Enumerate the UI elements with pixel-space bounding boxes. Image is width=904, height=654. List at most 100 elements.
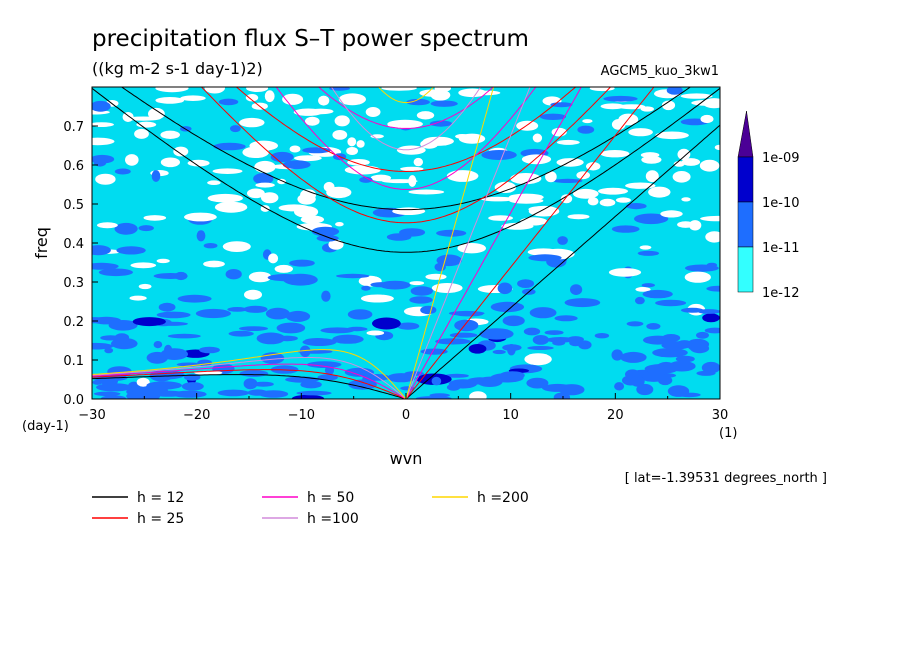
contour-blob [346, 326, 368, 332]
contour-blob [634, 213, 669, 225]
contour-blob [702, 313, 720, 323]
contour-blob [641, 155, 662, 164]
contour-blob [387, 120, 417, 129]
contour-blob [92, 262, 119, 270]
y-tick-label: 0.0 [63, 393, 84, 408]
contour-blob [558, 384, 585, 396]
colorbar-extension [737, 110, 754, 158]
contour-blob [611, 349, 623, 361]
contour-blob [436, 229, 467, 237]
legend-label: h = 25 [137, 511, 184, 527]
contour-blob [420, 348, 448, 355]
contour-blob [510, 173, 542, 185]
contour-blob [446, 383, 461, 391]
contour-blob [608, 268, 642, 277]
x-axis-ticks: −30 −20 −10 0 10 20 30 [78, 393, 728, 423]
contour-blob [422, 136, 454, 146]
contour-blob [246, 87, 269, 92]
contour-blob [635, 287, 651, 292]
contour-blob [255, 182, 275, 188]
plot-background [92, 87, 720, 399]
x-tick-label: 20 [607, 408, 624, 423]
y-tick-label: 0.5 [63, 198, 84, 213]
contour-blob [413, 157, 423, 167]
contour-blob [243, 378, 258, 390]
contour-blob [114, 168, 131, 175]
contour-blob [248, 271, 272, 283]
contour-blob [598, 187, 628, 195]
latitude-annotation: [ lat=-1.39531 degrees_north ] [625, 471, 827, 486]
contour-blob [408, 175, 417, 187]
contour-blob [98, 268, 133, 277]
contour-blob [519, 217, 548, 226]
contour-blob [429, 120, 453, 127]
contour-blob [637, 250, 660, 256]
contour-blob [244, 289, 262, 300]
contour-blob [96, 383, 132, 392]
contour-blob [366, 330, 385, 336]
contour-blob [529, 307, 557, 319]
contour-blob [594, 333, 610, 339]
contour-blob [699, 159, 720, 172]
contour-blob [129, 295, 147, 301]
contour-blob [158, 302, 176, 312]
contour-blob [361, 285, 371, 291]
contour-blob [245, 94, 259, 102]
contour-blob [409, 296, 433, 304]
contour-blob [652, 348, 688, 358]
contour-blob [134, 128, 149, 139]
contour-blob [582, 119, 593, 124]
contour-blob [640, 106, 654, 112]
contour-blob [516, 120, 539, 131]
x-tick-label: 30 [712, 408, 729, 423]
contour-blob [239, 117, 265, 128]
contour-blob [372, 317, 401, 330]
contour-blob [153, 341, 163, 349]
contour-blob [524, 353, 552, 366]
contour-blob [334, 115, 350, 127]
contour-blob [532, 133, 543, 143]
contour-blob [497, 282, 513, 295]
contour-blob [239, 326, 268, 331]
contour-blob [430, 89, 451, 101]
contour-blob [557, 236, 568, 245]
contour-blob [160, 157, 180, 168]
contour-blob [700, 114, 714, 124]
contour-blob [528, 206, 556, 213]
contour-blob [92, 379, 103, 385]
contour-blob [408, 189, 445, 195]
contour-blob [523, 327, 541, 336]
contour-blob [289, 145, 301, 153]
dispersion-curve [92, 363, 407, 399]
contour-blob [160, 348, 188, 360]
contour-blob [125, 116, 161, 121]
contour-blob [552, 340, 566, 346]
contour-blob [293, 108, 323, 116]
contour-blob [528, 254, 562, 262]
contour-blob [92, 137, 115, 146]
dispersion-curve [235, 87, 577, 173]
chart-subtitle: ((kg m-2 s-1 day-1)2) [92, 59, 263, 78]
colorbar-segment [737, 201, 754, 248]
contour-blob [338, 93, 366, 106]
contour-blob [311, 226, 340, 237]
x-tick-label: −20 [183, 408, 210, 423]
contour-blob [346, 147, 358, 155]
contour-blob [502, 344, 522, 351]
contour-blob [332, 130, 348, 140]
contour-blob [296, 390, 332, 396]
x-tick-label: 0 [402, 408, 410, 423]
contour-blob [420, 305, 437, 315]
contour-blob [455, 134, 470, 139]
contour-blob [265, 307, 290, 320]
contour-blob [320, 327, 355, 334]
contour-blob [435, 338, 471, 345]
contour-blob [256, 332, 286, 345]
contour-blob [316, 235, 339, 242]
contour-blob [100, 335, 121, 341]
contour-blob [307, 361, 342, 368]
contour-blob [347, 159, 370, 166]
contour-blob [666, 87, 683, 95]
contour-blob [409, 281, 425, 286]
